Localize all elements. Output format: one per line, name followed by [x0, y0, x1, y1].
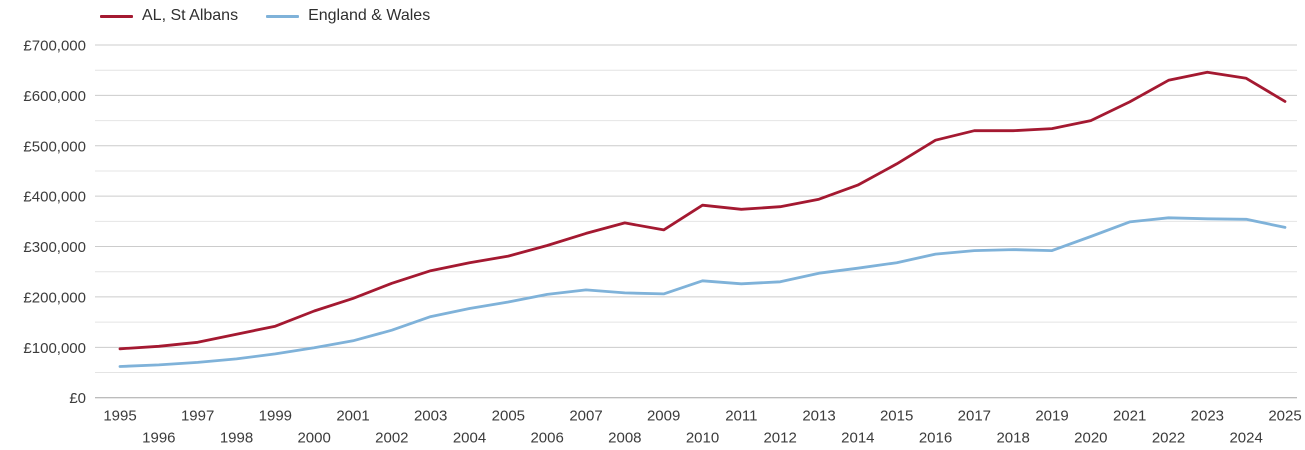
x-axis-label: 2017: [958, 408, 991, 425]
y-axis-label: £0: [69, 390, 86, 407]
series-line-england-wales: [118, 216, 1287, 368]
y-axis-label: £300,000: [23, 239, 86, 256]
x-axis-label: 2006: [530, 430, 563, 447]
x-axis-label: 2023: [1191, 408, 1224, 425]
x-axis-label: 2005: [492, 408, 525, 425]
x-axis-label: 2019: [1035, 408, 1068, 425]
x-axis-label: 2025: [1268, 408, 1301, 425]
y-axis-label: £600,000: [23, 88, 86, 105]
x-axis-label: 2021: [1113, 408, 1146, 425]
x-axis-label: 1995: [103, 408, 136, 425]
x-axis-label: 2013: [802, 408, 835, 425]
legend-label-england-wales: England & Wales: [308, 7, 431, 24]
x-axis-label: 2002: [375, 430, 408, 447]
y-axis-label: £500,000: [23, 138, 86, 155]
x-axis-label: 2018: [996, 430, 1029, 447]
chart-legend: AL, St Albans England & Wales: [100, 4, 430, 28]
series-line-al-st-albans: [118, 70, 1287, 351]
x-axis-label: 2000: [297, 430, 330, 447]
x-axis-label: 2024: [1229, 430, 1262, 447]
legend-item-england-wales: England & Wales: [266, 4, 430, 28]
x-axis-label: 2004: [453, 430, 486, 447]
y-axis-label: £700,000: [23, 38, 86, 55]
x-axis-label: 1996: [142, 430, 175, 447]
y-axis-label: £100,000: [23, 340, 86, 357]
legend-label-al-st-albans: AL, St Albans: [142, 7, 239, 24]
x-axis-label: 2009: [647, 408, 680, 425]
x-axis-label: 2008: [608, 430, 641, 447]
x-axis-label: 1997: [181, 408, 214, 425]
x-axis-label: 2001: [336, 408, 369, 425]
x-axis-label: 2016: [919, 430, 952, 447]
x-axis-label: 2014: [841, 430, 874, 447]
y-axis-label: £400,000: [23, 189, 86, 206]
x-axis-label: 1998: [220, 430, 253, 447]
x-axis-label: 2007: [569, 408, 602, 425]
legend-line-swatch-red: [100, 14, 133, 18]
y-axis-label: £200,000: [23, 289, 86, 306]
x-axis-label: 2010: [686, 430, 719, 447]
x-axis-label: 2012: [763, 430, 796, 447]
x-axis-label: 2015: [880, 408, 913, 425]
x-axis-label: 2022: [1152, 430, 1185, 447]
legend-line-swatch-blue: [266, 14, 300, 18]
x-axis-label: 1999: [259, 408, 292, 425]
x-axis-label: 2011: [725, 408, 757, 425]
legend-item-al-st-albans: AL, St Albans: [100, 4, 238, 28]
x-axis-label: 2020: [1074, 430, 1107, 447]
x-axis-label: 2003: [414, 408, 447, 425]
